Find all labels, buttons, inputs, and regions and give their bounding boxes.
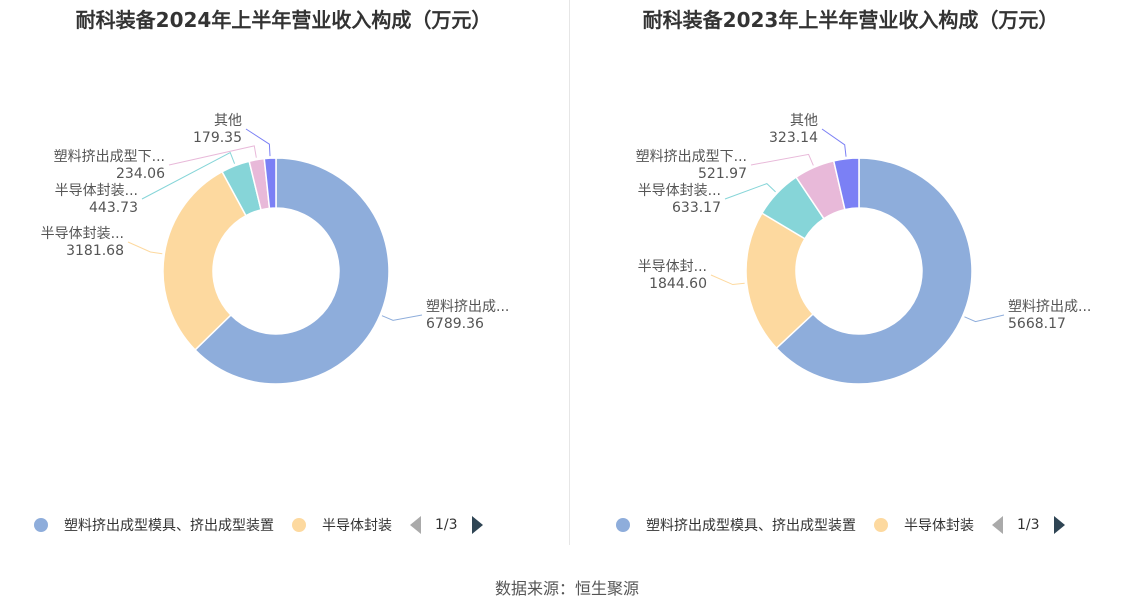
slice-label-molds: 塑料挤出成...	[1008, 299, 1091, 315]
donut-chart-2023: 塑料挤出成...5668.17 半导体封...1844.60 半导体封装...633…	[636, 113, 1091, 385]
legend-item-semiconductor[interactable]: 半导体封装	[874, 515, 974, 535]
slice-semiconductor[interactable]	[162, 170, 247, 351]
legend-page-indicator: 1/3	[435, 517, 458, 533]
slice-molds[interactable]	[194, 157, 390, 385]
slice-label-molds: 塑料挤出成...	[426, 299, 509, 315]
slice-label-semiconductor: 半导体封装...	[41, 226, 124, 242]
slice-molds[interactable]	[775, 157, 973, 385]
leader-line-semiconductor	[127, 241, 163, 255]
next-page-icon[interactable]	[1053, 516, 1065, 534]
legend-dot-icon	[616, 518, 630, 532]
slice-value-semiconductor-parts: 443.73	[89, 200, 138, 216]
leader-line-downstream-equipment	[750, 153, 814, 166]
leader-line-semiconductor	[710, 274, 745, 286]
chart-panel-2023: 耐科装备2023年上半年营业收入构成（万元） 塑料挤出成... 5668.17 半导…	[567, 0, 1134, 545]
prev-page-icon[interactable]	[410, 516, 421, 534]
legend-label: 半导体封装	[322, 518, 392, 534]
leader-line-molds	[964, 314, 1005, 323]
chart-panel-2024: 耐科装备2024年上半年营业收入构成（万元） 塑料挤出成... 6789.36 半导…	[0, 0, 567, 545]
leader-line-semiconductor-parts	[724, 183, 776, 200]
legend-item-semiconductor[interactable]: 半导体封装	[292, 515, 392, 535]
slice-value-other: 323.14	[769, 130, 818, 146]
leader-line-other	[245, 128, 271, 157]
slice-label-semiconductor-parts: 半导体封装...	[55, 183, 138, 199]
slice-value-other: 179.35	[193, 130, 242, 146]
chart-title: 耐科装备2024年上半年营业收入构成（万元）	[75, 8, 492, 32]
next-page-icon[interactable]	[471, 516, 483, 534]
legend-pager: 1/3	[410, 516, 483, 534]
slice-label-semiconductor: 半导体封...	[638, 259, 707, 275]
slice-label-downstream-equipment: 塑料挤出成型下...	[54, 149, 165, 165]
legend-item-molds[interactable]: 塑料挤出成型模具、挤出成型装置	[616, 515, 856, 535]
slice-value-semiconductor-parts: 633.17	[672, 200, 721, 216]
leader-line-molds	[381, 314, 423, 321]
legend-pager: 1/3	[992, 516, 1065, 534]
slice-value-molds: 5668.17	[1008, 316, 1066, 332]
slice-other[interactable]	[832, 157, 860, 211]
slice-label-downstream-equipment: 塑料挤出成型下...	[636, 149, 747, 165]
slice-other[interactable]	[263, 157, 277, 210]
legend: 塑料挤出成型模具、挤出成型装置 半导体封装 1/3	[567, 512, 1134, 538]
legend-label: 半导体封装	[904, 518, 974, 534]
legend-dot-icon	[874, 518, 888, 532]
legend-label: 塑料挤出成型模具、挤出成型装置	[64, 518, 274, 534]
panel-divider	[569, 0, 570, 545]
data-source-note: 数据来源：恒生聚源	[494, 579, 639, 598]
legend-page-indicator: 1/3	[1017, 517, 1040, 533]
slice-value-molds: 6789.36	[426, 316, 484, 332]
slice-value-downstream-equipment: 521.97	[698, 166, 747, 182]
prev-page-icon[interactable]	[992, 516, 1003, 534]
slice-label-other: 其他	[214, 113, 242, 129]
slice-label-other: 其他	[790, 113, 818, 129]
slice-value-semiconductor: 3181.68	[66, 243, 124, 259]
slice-value-downstream-equipment: 234.06	[116, 166, 165, 182]
legend-label: 塑料挤出成型模具、挤出成型装置	[646, 518, 856, 534]
donut-chart-2024: 塑料挤出成...6789.36半导体封装...3181.68半导体封装...44…	[41, 113, 509, 385]
legend-dot-icon	[292, 518, 306, 532]
leader-line-downstream-equipment	[168, 145, 257, 166]
leader-line-other	[821, 128, 847, 157]
leader-line-semiconductor-parts	[141, 151, 236, 200]
legend-dot-icon	[34, 518, 48, 532]
slice-label-semiconductor-parts: 半导体封装...	[638, 183, 721, 199]
chart-title: 耐科装备2023年上半年营业收入构成（万元）	[642, 8, 1059, 32]
legend-item-molds[interactable]: 塑料挤出成型模具、挤出成型装置	[34, 515, 274, 535]
legend: 塑料挤出成型模具、挤出成型装置 半导体封装 1/3	[0, 512, 601, 538]
slice-value-semiconductor: 1844.60	[649, 276, 707, 292]
